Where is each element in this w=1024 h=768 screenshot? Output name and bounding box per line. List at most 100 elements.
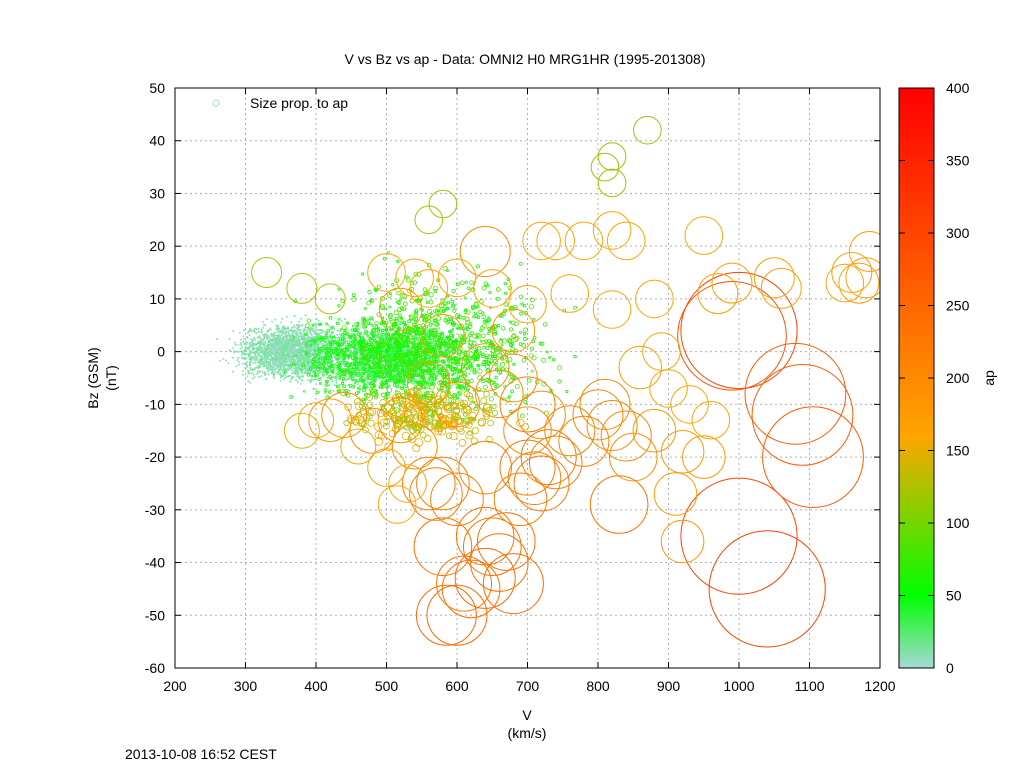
data-point (369, 369, 373, 373)
data-point (530, 297, 535, 303)
data-point (259, 357, 262, 360)
data-point (301, 354, 304, 357)
data-point (275, 328, 278, 331)
data-point (237, 361, 240, 364)
data-point (310, 348, 313, 351)
data-point (374, 320, 379, 326)
data-point (275, 351, 278, 354)
data-point (292, 358, 295, 361)
data-point (290, 341, 293, 344)
data-point (292, 350, 295, 353)
data-point (382, 256, 387, 261)
data-point (271, 357, 274, 360)
data-point (242, 335, 245, 338)
data-point (328, 315, 333, 320)
data-point (254, 361, 257, 364)
data-point (294, 372, 297, 375)
data-point (271, 320, 274, 323)
data-point (296, 328, 299, 331)
data-point (318, 342, 321, 345)
data-point (332, 345, 335, 348)
data-point (227, 362, 230, 365)
data-point (340, 298, 345, 304)
data-point (311, 323, 315, 327)
data-point (263, 360, 266, 363)
data-point (283, 348, 286, 351)
data-point (272, 344, 275, 347)
data-point (289, 380, 292, 383)
data-point (293, 356, 296, 359)
data-point (287, 342, 290, 345)
data-point (350, 328, 354, 332)
data-point (470, 342, 473, 345)
data-point (290, 333, 293, 336)
data-point (282, 365, 285, 368)
data-point (265, 336, 268, 339)
data-point (251, 339, 254, 342)
data-point (312, 351, 315, 354)
data-point (266, 330, 269, 333)
chart-title: V vs Bz vs ap - Data: OMNI2 H0 MRG1HR (1… (344, 51, 705, 67)
data-point (532, 317, 536, 321)
data-point (238, 350, 241, 353)
data-point (326, 343, 329, 346)
data-point (398, 313, 403, 318)
data-point (232, 329, 235, 332)
data-point (338, 360, 343, 364)
data-point (333, 328, 336, 331)
data-point (380, 379, 383, 382)
data-point (512, 362, 516, 366)
data-point (428, 381, 431, 384)
data-point (319, 370, 322, 373)
data-point (365, 382, 368, 385)
data-point (298, 320, 301, 323)
data-point (274, 347, 277, 350)
data-point (258, 375, 261, 378)
data-point (296, 381, 299, 384)
data-point (222, 357, 225, 360)
data-point (295, 379, 298, 382)
data-point (272, 332, 275, 335)
data-point (278, 373, 281, 376)
data-point (248, 329, 251, 332)
data-point (297, 336, 300, 339)
data-point (260, 337, 263, 340)
data-point (254, 367, 257, 370)
data-point (291, 359, 294, 362)
data-point (304, 371, 307, 374)
data-point (394, 316, 399, 321)
data-point (288, 338, 291, 341)
data-point (265, 318, 268, 321)
data-point (324, 383, 328, 387)
data-point (304, 314, 307, 317)
data-point (249, 368, 252, 371)
data-point (287, 346, 290, 349)
data-point (285, 360, 288, 363)
data-point (347, 358, 350, 361)
data-point (274, 354, 277, 357)
data-point (302, 354, 305, 357)
data-point (335, 372, 339, 376)
data-point (257, 365, 260, 368)
data-point (294, 361, 297, 364)
data-point (297, 334, 300, 337)
data-point (261, 340, 264, 343)
data-point (303, 328, 306, 331)
data-point (270, 339, 273, 342)
data-point (414, 337, 418, 341)
data-point (324, 336, 327, 339)
data-point (313, 322, 316, 325)
data-point (349, 347, 352, 350)
data-point (303, 372, 306, 375)
data-point (276, 347, 279, 350)
data-point (289, 395, 293, 399)
data-point (371, 336, 374, 339)
data-point (355, 371, 359, 375)
data-point (356, 374, 359, 377)
data-point (293, 368, 296, 371)
data-point (263, 345, 266, 348)
data-point (252, 373, 255, 376)
data-point (289, 335, 292, 338)
data-point (267, 337, 270, 340)
data-point (271, 368, 274, 371)
